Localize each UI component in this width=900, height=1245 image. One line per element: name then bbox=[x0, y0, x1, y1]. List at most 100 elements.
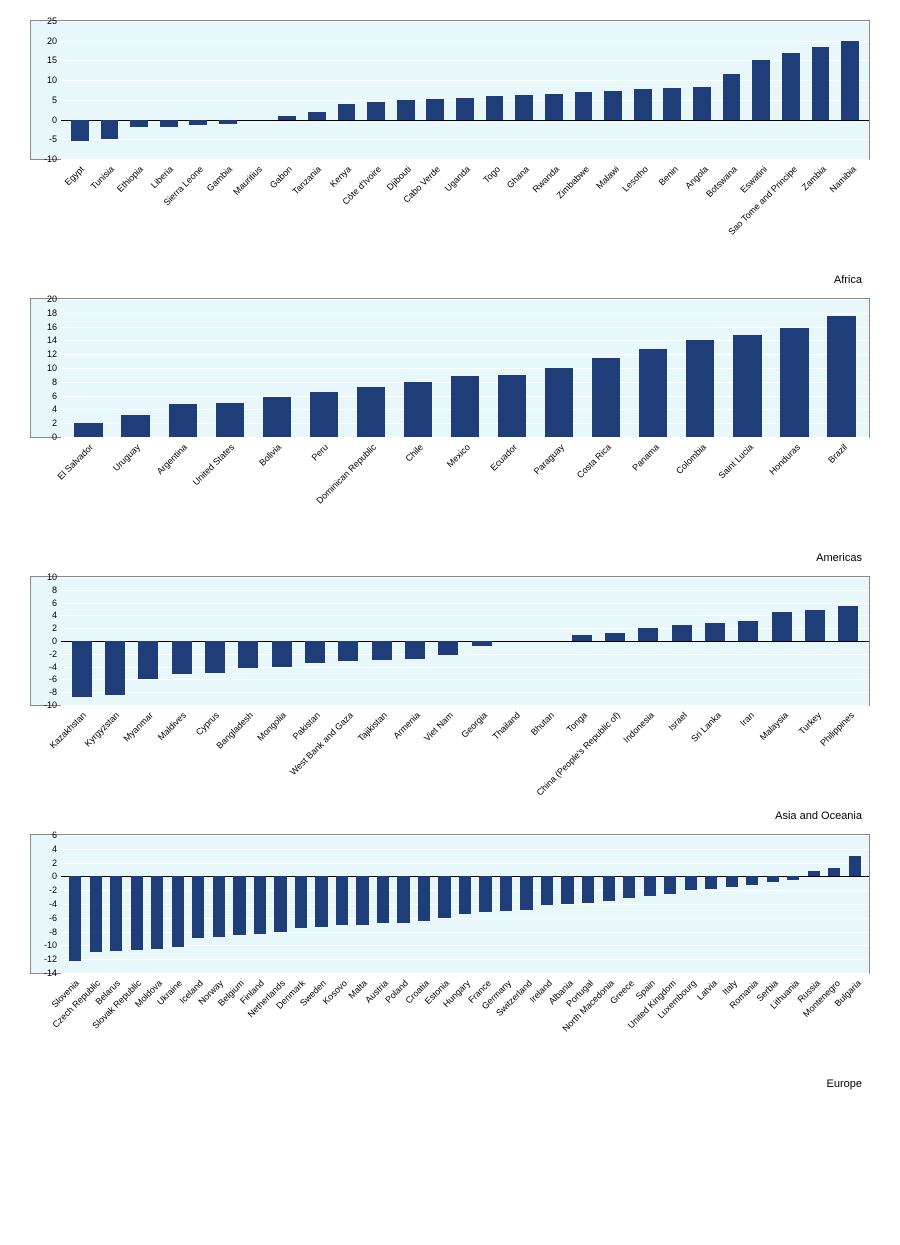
bar-slot bbox=[677, 299, 724, 437]
bar-slot bbox=[229, 835, 250, 973]
y-axis: -14-12-10-8-6-4-20246 bbox=[31, 835, 61, 973]
y-tick-label: -2 bbox=[49, 649, 57, 659]
bar bbox=[192, 876, 204, 938]
y-axis: 02468101214161820 bbox=[31, 299, 61, 437]
bar-slot bbox=[165, 577, 198, 705]
bar bbox=[693, 87, 711, 120]
bar bbox=[827, 316, 855, 437]
bar-slot bbox=[65, 299, 112, 437]
x-tick-label: Gabon bbox=[268, 164, 294, 190]
region-label: Europe bbox=[30, 1078, 870, 1090]
bar-slot bbox=[373, 835, 394, 973]
bar-slot bbox=[393, 835, 414, 973]
bar-slot bbox=[332, 835, 353, 973]
y-axis: -10-50510152025 bbox=[31, 21, 61, 159]
chart-panel: -10-50510152025EgyptTunisiaEthiopiaLiber… bbox=[30, 20, 870, 286]
bar bbox=[486, 96, 504, 120]
bar-slot bbox=[489, 299, 536, 437]
bar-slot bbox=[776, 21, 806, 159]
bar-slot bbox=[347, 299, 394, 437]
y-axis: -10-8-6-4-20246810 bbox=[31, 577, 61, 705]
plot-area bbox=[61, 835, 869, 973]
y-tick-label: 0 bbox=[52, 871, 57, 881]
bar-slot bbox=[86, 835, 107, 973]
bar bbox=[130, 120, 148, 128]
y-tick-label: 0 bbox=[52, 115, 57, 125]
bar bbox=[72, 641, 92, 697]
bar-slot bbox=[742, 835, 763, 973]
bar bbox=[308, 112, 326, 120]
bar bbox=[295, 876, 307, 928]
bar bbox=[278, 116, 296, 120]
bar bbox=[338, 641, 358, 661]
bar bbox=[808, 871, 820, 877]
bar bbox=[623, 876, 635, 898]
bar-slot bbox=[798, 577, 831, 705]
bar bbox=[172, 641, 192, 674]
bar-slot bbox=[465, 577, 498, 705]
y-tick-label: 6 bbox=[52, 391, 57, 401]
x-tick-label: Honduras bbox=[768, 442, 803, 477]
bar-slot bbox=[124, 21, 154, 159]
x-tick-label: Turkey bbox=[797, 710, 823, 736]
y-tick-label: -8 bbox=[49, 687, 57, 697]
y-tick-label: -10 bbox=[44, 940, 57, 950]
bar bbox=[767, 876, 779, 882]
bar-slot bbox=[398, 577, 431, 705]
bar bbox=[356, 876, 368, 924]
bar bbox=[561, 876, 573, 904]
x-tick-label: Argentina bbox=[155, 442, 189, 476]
bar bbox=[372, 641, 392, 660]
bar-slot bbox=[272, 21, 302, 159]
bar-slot bbox=[496, 835, 517, 973]
chart-panel: 02468101214161820El SalvadorUruguayArgen… bbox=[30, 298, 870, 564]
y-tick-label: -4 bbox=[49, 899, 57, 909]
bar-slot bbox=[598, 835, 619, 973]
bar bbox=[315, 876, 327, 926]
bar bbox=[772, 612, 792, 641]
y-tick-label: 0 bbox=[52, 636, 57, 646]
bar-slot bbox=[536, 299, 583, 437]
y-tick-label: -5 bbox=[49, 134, 57, 144]
y-tick-label: 8 bbox=[52, 377, 57, 387]
bar-slot bbox=[442, 299, 489, 437]
bar bbox=[805, 610, 825, 641]
bar bbox=[451, 376, 479, 437]
bar bbox=[787, 876, 799, 879]
bar-slot bbox=[532, 577, 565, 705]
bar bbox=[110, 876, 122, 951]
bar-slot bbox=[455, 835, 476, 973]
bar bbox=[479, 876, 491, 912]
bar-slot bbox=[658, 21, 688, 159]
bar bbox=[101, 120, 119, 140]
bar bbox=[663, 88, 681, 120]
x-tick-label: El Salvador bbox=[55, 442, 95, 482]
x-tick-label: Paraguay bbox=[532, 442, 566, 476]
bar bbox=[638, 628, 658, 641]
plot-area bbox=[61, 577, 869, 705]
bar bbox=[686, 340, 714, 437]
y-tick-label: 6 bbox=[52, 830, 57, 840]
x-tick-label: Cyprus bbox=[194, 710, 221, 737]
x-tick-label: Malawi bbox=[594, 164, 621, 191]
bar bbox=[705, 623, 725, 641]
bar bbox=[151, 876, 163, 948]
bar bbox=[274, 876, 286, 931]
bar-slot bbox=[414, 835, 435, 973]
bar bbox=[828, 868, 840, 876]
bar-slot bbox=[698, 577, 731, 705]
bar-slot bbox=[332, 21, 362, 159]
bar bbox=[456, 98, 474, 120]
bar bbox=[738, 621, 758, 641]
y-tick-label: 10 bbox=[47, 75, 57, 85]
bar-slot bbox=[232, 577, 265, 705]
bar-slot bbox=[765, 577, 798, 705]
bar-slot bbox=[724, 299, 771, 437]
bar bbox=[752, 60, 770, 119]
x-tick-label: Bhutan bbox=[528, 710, 555, 737]
bar-slot bbox=[569, 21, 599, 159]
bar-slot bbox=[578, 835, 599, 973]
x-tick-label: Mexico bbox=[445, 442, 472, 469]
bar bbox=[515, 95, 533, 120]
bar bbox=[644, 876, 656, 895]
